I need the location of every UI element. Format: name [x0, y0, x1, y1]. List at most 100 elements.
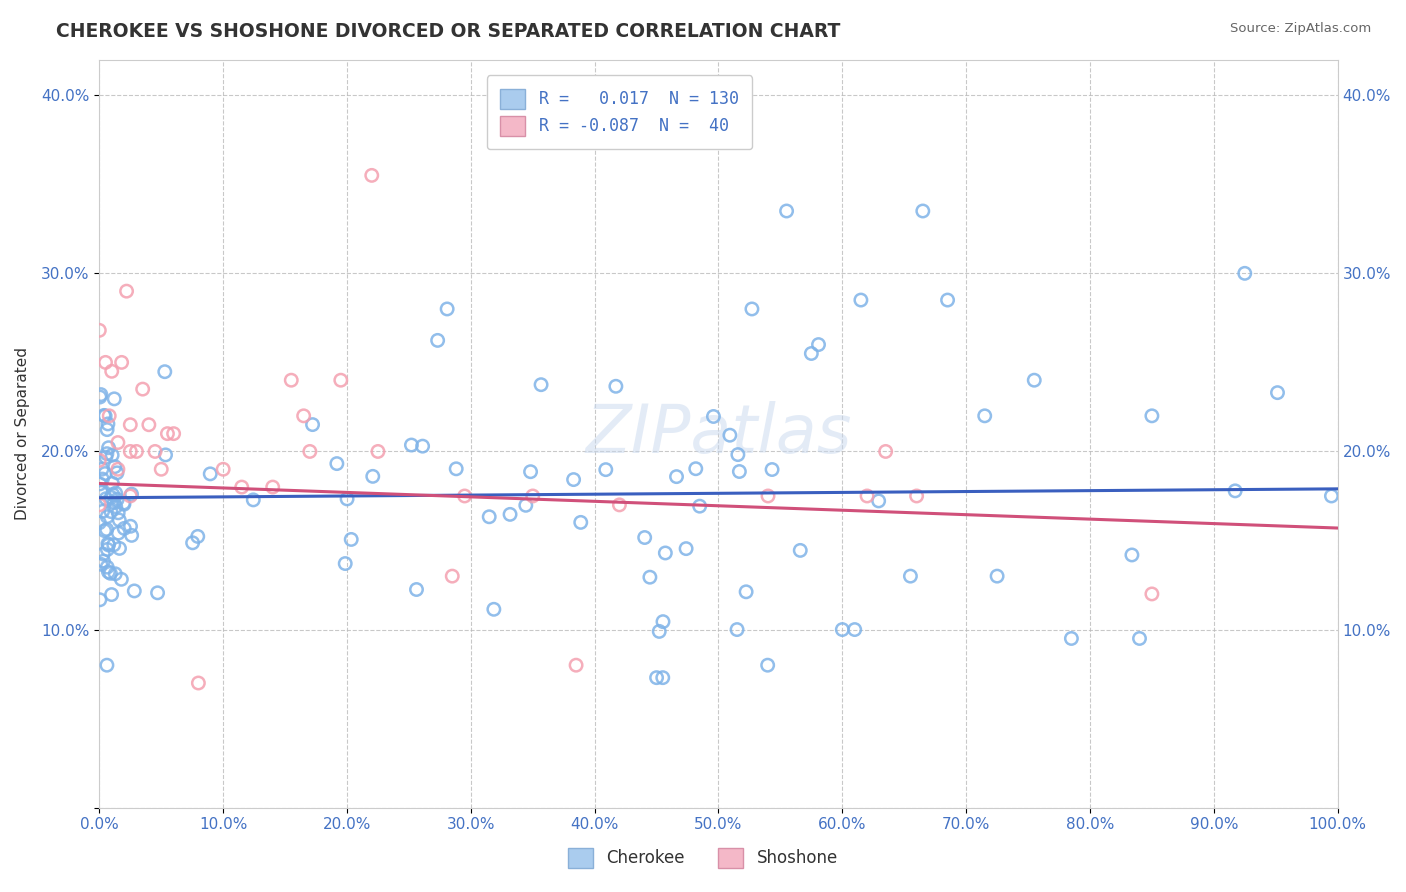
- Point: [231, 480, 253, 494]
- Point: [1223, 483, 1246, 498]
- Point: [301, 417, 323, 432]
- Point: [412, 439, 434, 453]
- Point: [741, 301, 763, 316]
- Point: [212, 462, 235, 476]
- Point: [96, 658, 118, 673]
- Point: [120, 444, 142, 458]
- Point: [875, 444, 897, 458]
- Y-axis label: Divorced or Separated: Divorced or Separated: [15, 347, 30, 520]
- Point: [100, 491, 122, 505]
- Point: [849, 293, 872, 307]
- Point: [1121, 548, 1143, 562]
- Point: [654, 546, 676, 560]
- Point: [138, 417, 160, 432]
- Point: [775, 204, 797, 219]
- Point: [120, 519, 142, 533]
- Point: [936, 293, 959, 307]
- Point: [1140, 587, 1163, 601]
- Point: [107, 526, 129, 541]
- Point: [104, 459, 127, 474]
- Point: [153, 365, 176, 379]
- Point: [89, 592, 111, 607]
- Point: [1320, 489, 1343, 503]
- Point: [335, 557, 357, 571]
- Point: [91, 547, 114, 561]
- Point: [519, 465, 541, 479]
- Point: [689, 499, 711, 513]
- Point: [124, 583, 146, 598]
- Point: [1233, 266, 1256, 280]
- Point: [96, 509, 118, 524]
- Point: [93, 524, 115, 538]
- Point: [162, 426, 184, 441]
- Text: Source: ZipAtlas.com: Source: ZipAtlas.com: [1230, 22, 1371, 36]
- Point: [94, 491, 117, 506]
- Point: [90, 485, 112, 500]
- Point: [436, 301, 458, 316]
- Point: [340, 533, 363, 547]
- Point: [665, 469, 688, 483]
- Point: [89, 476, 111, 491]
- Point: [728, 465, 751, 479]
- Point: [685, 461, 707, 475]
- Point: [100, 364, 122, 378]
- Point: [522, 489, 544, 503]
- Point: [96, 542, 118, 557]
- Point: [499, 508, 522, 522]
- Point: [103, 538, 125, 552]
- Point: [97, 417, 120, 431]
- Point: [789, 543, 811, 558]
- Point: [807, 337, 830, 351]
- Point: [515, 498, 537, 512]
- Point: [756, 658, 779, 673]
- Point: [453, 489, 475, 503]
- Point: [108, 513, 131, 527]
- Point: [562, 473, 585, 487]
- Point: [98, 409, 121, 423]
- Point: [652, 615, 675, 629]
- Point: [605, 379, 627, 393]
- Point: [93, 554, 115, 568]
- Point: [675, 541, 697, 556]
- Point: [89, 390, 111, 404]
- Point: [96, 423, 118, 437]
- Point: [107, 435, 129, 450]
- Point: [105, 466, 128, 480]
- Point: [90, 558, 112, 572]
- Point: [1060, 632, 1083, 646]
- Point: [108, 541, 131, 556]
- Point: [360, 169, 382, 183]
- Point: [609, 498, 631, 512]
- Point: [90, 387, 112, 401]
- Point: [280, 373, 302, 387]
- Point: [478, 509, 501, 524]
- Point: [1024, 373, 1046, 387]
- Point: [1267, 385, 1289, 400]
- Point: [756, 489, 779, 503]
- Point: [725, 623, 748, 637]
- Point: [900, 569, 922, 583]
- Point: [101, 476, 124, 491]
- Point: [986, 569, 1008, 583]
- Point: [242, 492, 264, 507]
- Point: [973, 409, 995, 423]
- Point: [187, 676, 209, 690]
- Point: [482, 602, 505, 616]
- Point: [329, 373, 352, 387]
- Point: [638, 570, 661, 584]
- Point: [569, 516, 592, 530]
- Point: [97, 565, 120, 579]
- Point: [1128, 632, 1150, 646]
- Point: [107, 506, 129, 520]
- Point: [97, 441, 120, 455]
- Point: [94, 467, 117, 481]
- Point: [96, 447, 118, 461]
- Text: ZIPatlas: ZIPatlas: [585, 401, 852, 467]
- Point: [634, 531, 657, 545]
- Point: [125, 444, 148, 458]
- Point: [441, 569, 464, 583]
- Point: [426, 334, 449, 348]
- Point: [648, 624, 671, 639]
- Point: [361, 469, 384, 483]
- Point: [530, 377, 553, 392]
